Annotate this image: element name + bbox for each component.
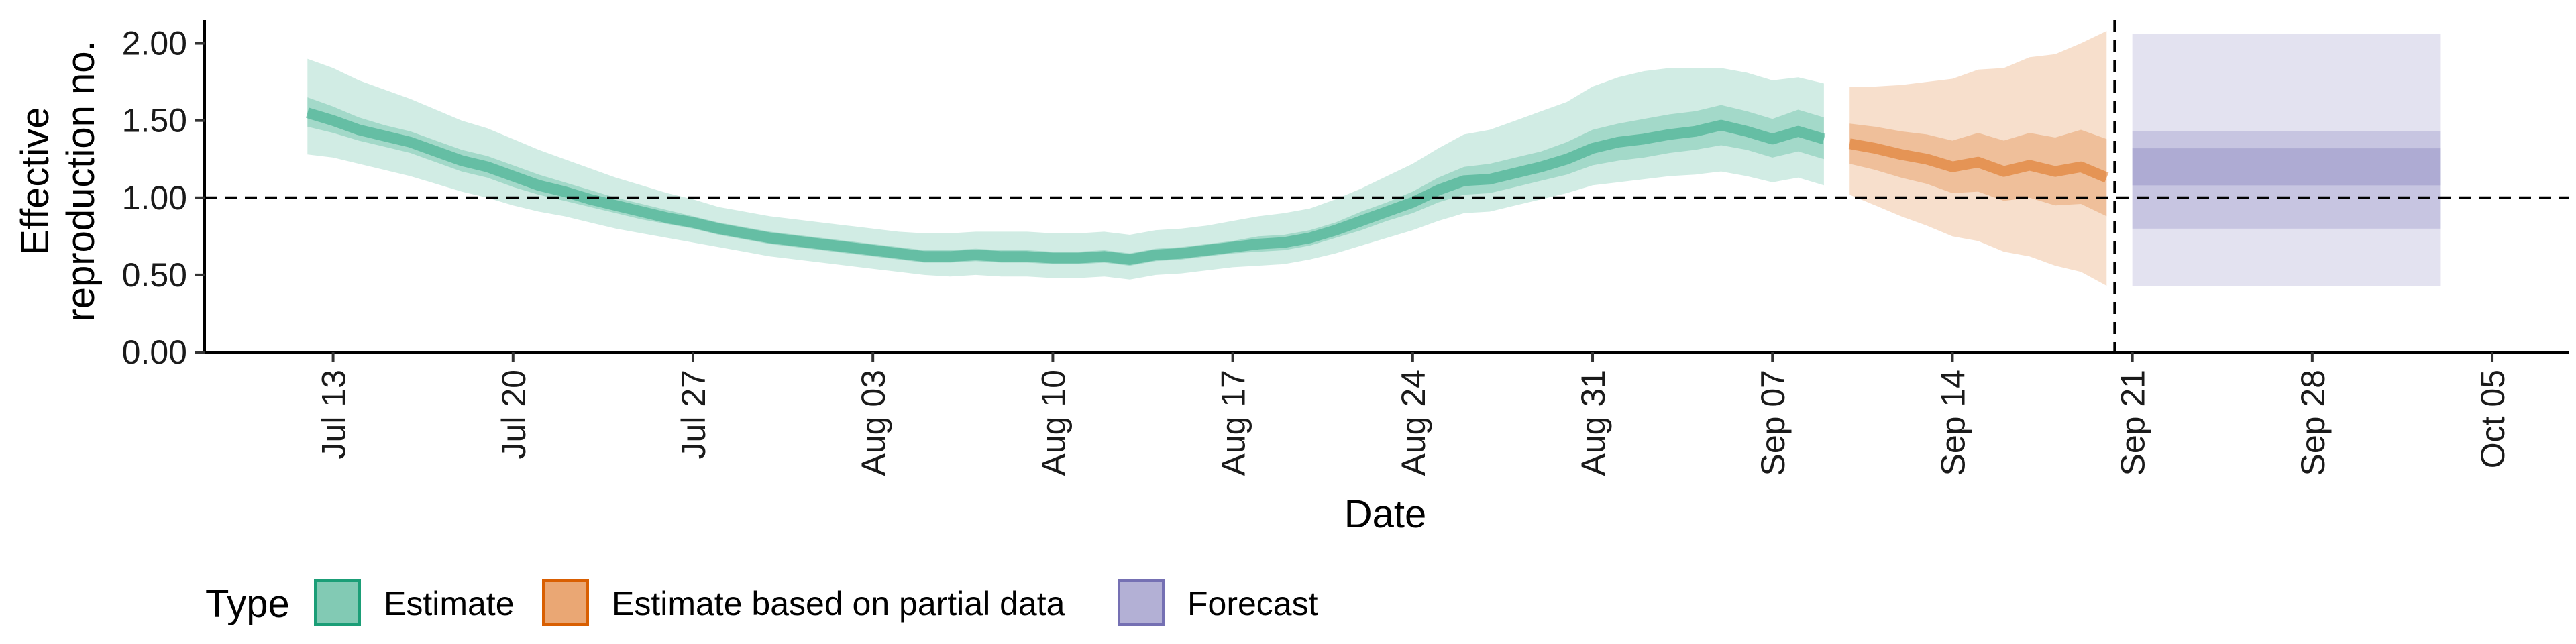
forecast-band-90	[2132, 34, 2441, 286]
y-axis-title-line-2: reproduction no.	[59, 40, 103, 321]
x-tick-label: Oct 05	[2474, 370, 2512, 468]
x-tick-label: Aug 10	[1034, 370, 1072, 476]
estimate-band-90	[307, 58, 1824, 280]
y-tick-group: 0.00 0.50 1.00 1.50 2.00	[122, 25, 205, 371]
x-tick-label: Sep 07	[1754, 370, 1792, 476]
legend-swatch	[1118, 579, 1165, 626]
forecast-band-25	[2132, 148, 2441, 186]
x-tick-label: Aug 03	[855, 370, 892, 476]
legend-swatch	[542, 579, 589, 626]
y-tick-label: 1.00	[122, 179, 187, 217]
estimate-median-line	[305, 107, 1826, 265]
y-axis-title-line-1: Effective	[13, 107, 57, 255]
y-tick-label: 1.50	[122, 102, 187, 140]
y-tick-label: 0.50	[122, 256, 187, 294]
x-tick-label: Aug 17	[1215, 370, 1252, 476]
estimate-based-on-partial-data-band-50	[1849, 123, 2107, 217]
interval-bands	[307, 31, 2441, 286]
legend-swatch	[314, 579, 361, 626]
x-tick-group: Jul 13 Jul 20 Jul 27 Aug 03 Aug 10 Aug 17 Aug …	[315, 352, 2512, 476]
x-tick-label: Sep 21	[2114, 370, 2152, 476]
x-tick-label: Sep 14	[1934, 370, 1972, 476]
x-tick-label: Jul 20	[495, 370, 533, 459]
axes	[203, 20, 2569, 354]
forecast-band-50	[2132, 131, 2441, 229]
legend-label: Estimate based on partial data	[612, 585, 1065, 623]
legend-title: Type	[205, 582, 290, 626]
x-tick-label: Jul 13	[315, 370, 353, 459]
estimate-band-50	[307, 97, 1824, 266]
y-tick-label: 2.00	[122, 25, 187, 62]
estimate-based-on-partial-data-band-90	[1849, 31, 2107, 286]
x-tick-label: Sep 28	[2294, 370, 2332, 476]
median-lines	[305, 107, 2109, 265]
legend-label: Estimate	[384, 585, 515, 623]
x-axis-title: Date	[1344, 492, 1427, 536]
x-tick-label: Aug 31	[1574, 370, 1612, 476]
reference-lines	[205, 20, 2569, 352]
legend-label: Forecast	[1187, 585, 1318, 623]
x-tick-label: Jul 27	[675, 370, 712, 459]
y-tick-label: 0.00	[122, 333, 187, 371]
x-tick-label: Aug 24	[1395, 370, 1432, 476]
estimate-based-on-partial-data-median-line	[1848, 138, 2109, 183]
legend: Type Estimate Estimate based on partial d…	[205, 579, 1318, 626]
